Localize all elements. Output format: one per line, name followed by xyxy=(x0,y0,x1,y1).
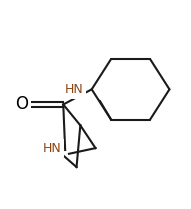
Text: O: O xyxy=(15,96,28,113)
Text: HN: HN xyxy=(64,83,83,96)
Text: HN: HN xyxy=(43,142,61,155)
